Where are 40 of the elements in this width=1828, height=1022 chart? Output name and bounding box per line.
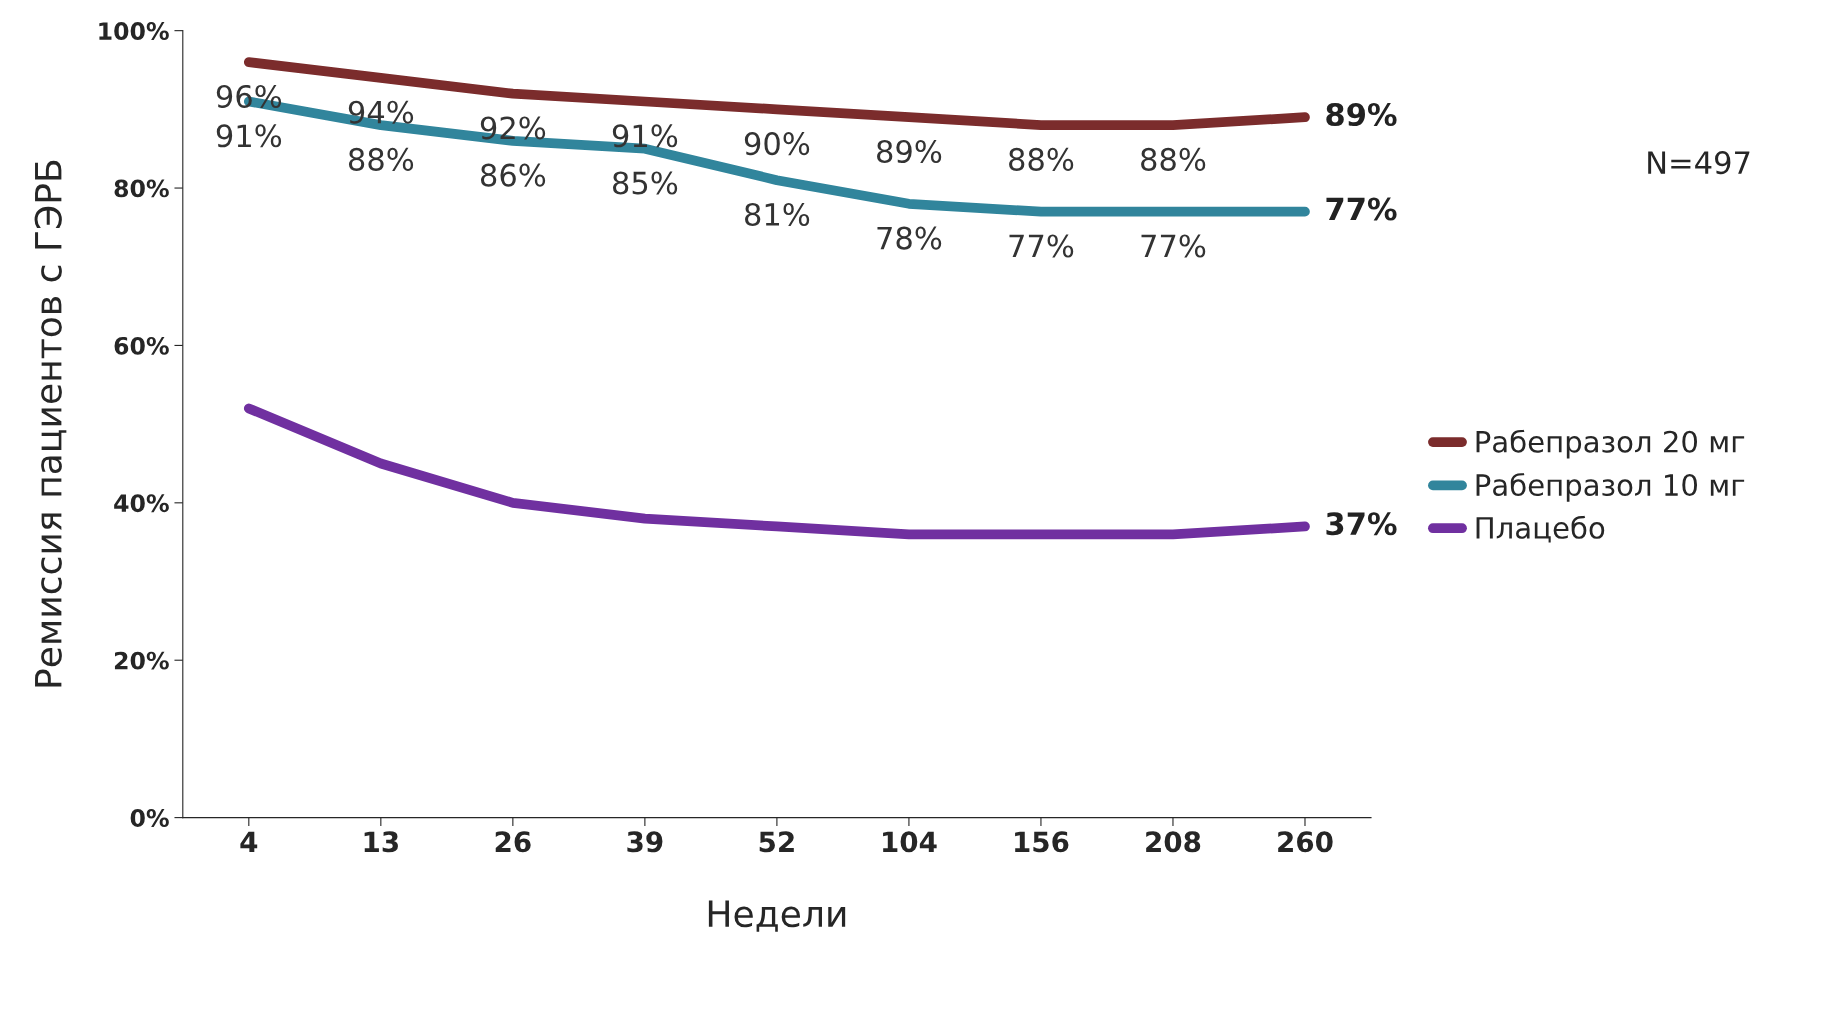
x-tick-label: 39 <box>627 831 663 853</box>
legend-label: Плацебо <box>1476 515 1605 543</box>
x-tick-label: 260 <box>1278 831 1333 853</box>
legend-label: Рабепразол 10 мг <box>1476 472 1745 502</box>
data-label: 89% <box>1326 102 1397 127</box>
data-label: 91% <box>612 124 678 148</box>
x-axis-title: Недели <box>708 900 846 932</box>
y-tick-label: 100% <box>99 22 169 40</box>
data-label: 88% <box>348 147 414 171</box>
data-label: 77% <box>1326 197 1397 221</box>
data-label: 89% <box>877 139 942 164</box>
data-label: 37% <box>1326 512 1397 536</box>
y-tick-label: 40% <box>114 494 169 513</box>
x-tick-label: 156 <box>1015 831 1069 853</box>
data-label: 85% <box>612 171 678 195</box>
legend-label: Рабепразол 20 мг <box>1476 429 1745 459</box>
y-tick-label: 60% <box>114 336 169 355</box>
x-tick-label: 26 <box>495 831 531 853</box>
data-label: 78% <box>877 226 942 250</box>
y-tick-label: 0% <box>130 809 169 827</box>
y-tick-label: 80% <box>114 179 169 198</box>
y-tick-label: 20% <box>114 651 169 670</box>
x-tick-label: 4 <box>240 831 258 852</box>
x-tick-label: 52 <box>759 831 794 853</box>
data-label: 92% <box>480 116 546 140</box>
y-axis-title: Ремиссия пациентов с ГЭРБ <box>34 160 67 687</box>
data-label: 88% <box>1141 147 1206 171</box>
data-label: 77% <box>1009 234 1074 258</box>
data-label: 86% <box>480 163 546 187</box>
x-tick-label: 104 <box>883 831 937 853</box>
data-label: 96% <box>216 84 282 109</box>
x-tick-label: 208 <box>1146 831 1201 853</box>
data-label: 90% <box>744 132 810 156</box>
data-label: 94% <box>348 100 414 124</box>
data-label: 81% <box>745 202 810 227</box>
text: N=497 <box>1648 151 1750 175</box>
data-label: 77% <box>1141 234 1206 258</box>
x-tick-label: 13 <box>364 831 398 853</box>
data-label: 88% <box>1009 147 1074 171</box>
data-label: 91% <box>216 124 282 148</box>
